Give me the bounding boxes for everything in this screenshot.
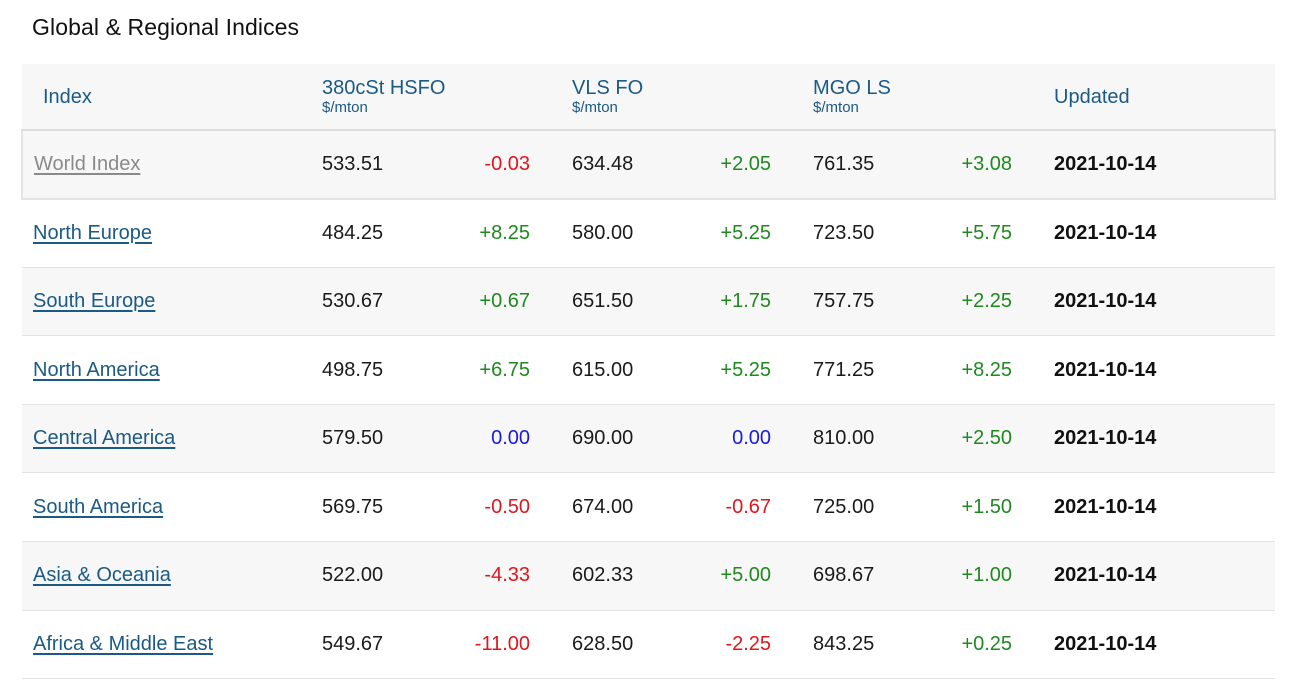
vls-change: +2.05: [720, 152, 772, 175]
table-row: Central America 579.50 0.00 690.00 0.00 810.0…: [22, 404, 1276, 473]
mgo-price: 725.00: [813, 495, 875, 518]
header-hsfo: 380cSt HSFO $/mton: [322, 64, 573, 131]
header-vls: VLS FO $/mton: [572, 64, 814, 131]
updated-date: 2021-10-14: [1054, 564, 1157, 587]
header-mgo-unit: $/mton: [813, 99, 859, 116]
index-cell: North Europe: [22, 199, 322, 268]
vls-change: -2.25: [725, 632, 772, 655]
updated-date: 2021-10-14: [1054, 152, 1157, 175]
vls-change: +5.00: [720, 564, 772, 587]
updated-date: 2021-10-14: [1054, 495, 1157, 518]
updated-date: 2021-10-14: [1054, 221, 1157, 244]
vls-price: 580.00: [572, 221, 634, 244]
hsfo-change: -0.50: [484, 495, 531, 518]
header-updated: Updated: [1054, 64, 1276, 131]
mgo-change: +3.08: [961, 152, 1013, 175]
mgo-price: 698.67: [813, 564, 875, 587]
table-header-row: Index 380cSt HSFO $/mton VLS FO $/mton M…: [22, 64, 1276, 131]
vls-price: 628.50: [572, 632, 634, 655]
mgo-change: +2.50: [961, 427, 1013, 450]
hsfo-price: 498.75: [322, 358, 384, 381]
header-vls-unit: $/mton: [572, 99, 618, 116]
vls-change: +5.25: [720, 221, 772, 244]
header-mgo-label: MGO LS: [813, 77, 891, 99]
table-row: Asia & Oceania 522.00 -4.33 602.33 +5.00 698.…: [22, 541, 1276, 611]
index-cell: World Index: [22, 130, 322, 199]
table-row: South Europe 530.67 +0.67 651.50 +1.75 757.75…: [22, 267, 1276, 336]
hsfo-change: -0.03: [484, 152, 531, 175]
table-row: World Index 533.51 -0.03 634.48 +2.05 761.35 +…: [22, 130, 1276, 199]
hsfo-change: +8.25: [479, 221, 531, 244]
mgo-price: 757.75: [813, 289, 875, 312]
hsfo-price: 530.67: [322, 289, 384, 312]
index-cell: Asia & Oceania: [22, 542, 322, 611]
mgo-price: 771.25: [813, 358, 875, 381]
updated-date: 2021-10-14: [1054, 358, 1157, 381]
hsfo-price: 579.50: [322, 427, 384, 450]
index-cell: Africa & Middle East: [22, 610, 322, 679]
region-link[interactable]: Central America: [33, 427, 176, 450]
vls-price: 634.48: [572, 152, 634, 175]
mgo-price: 810.00: [813, 427, 875, 450]
hsfo-price: 533.51: [322, 152, 384, 175]
vls-price: 602.33: [572, 564, 634, 587]
vls-change: 0.00: [732, 427, 772, 450]
region-link[interactable]: North Europe: [33, 221, 152, 244]
mgo-change: +0.25: [961, 632, 1013, 655]
region-link[interactable]: World Index: [34, 152, 141, 175]
hsfo-change: 0.00: [491, 427, 531, 450]
region-link[interactable]: Asia & Oceania: [33, 564, 171, 587]
updated-date: 2021-10-14: [1054, 632, 1157, 655]
table-row: North America 498.75 +6.75 615.00 +5.25 771.2…: [22, 335, 1276, 405]
table-row: North Europe 484.25 +8.25 580.00 +5.25 723.50…: [22, 198, 1276, 268]
vls-change: +5.25: [720, 358, 772, 381]
vls-price: 615.00: [572, 358, 634, 381]
mgo-change: +1.00: [961, 564, 1013, 587]
table-row: Africa & Middle East 549.67 -11.00 628.50 -2…: [22, 610, 1276, 679]
index-cell: North America: [22, 336, 322, 405]
hsfo-price: 549.67: [322, 632, 384, 655]
mgo-change: +8.25: [961, 358, 1013, 381]
table-row: South America 569.75 -0.50 674.00 -0.67 725.0…: [22, 472, 1276, 542]
index-cell: Central America: [22, 404, 322, 473]
updated-date: 2021-10-14: [1054, 289, 1157, 312]
hsfo-price: 484.25: [322, 221, 384, 244]
region-link[interactable]: North America: [33, 358, 160, 381]
index-cell: South America: [22, 473, 322, 542]
hsfo-price: 569.75: [322, 495, 384, 518]
vls-price: 651.50: [572, 289, 634, 312]
mgo-change: +2.25: [961, 289, 1013, 312]
hsfo-change: +6.75: [479, 358, 531, 381]
header-hsfo-label: 380cSt HSFO: [322, 77, 446, 99]
vls-change: +1.75: [720, 289, 772, 312]
header-hsfo-unit: $/mton: [322, 99, 368, 116]
hsfo-change: -4.33: [484, 564, 531, 587]
region-link[interactable]: South America: [33, 495, 164, 518]
region-link[interactable]: Africa & Middle East: [33, 632, 214, 655]
region-link[interactable]: South Europe: [33, 289, 156, 312]
index-cell: South Europe: [22, 267, 322, 336]
hsfo-change: +0.67: [479, 289, 531, 312]
mgo-price: 761.35: [813, 152, 875, 175]
updated-date: 2021-10-14: [1054, 427, 1157, 450]
page-title: Global & Regional Indices: [32, 14, 300, 40]
header-index: Index: [22, 64, 322, 131]
header-vls-label: VLS FO: [572, 77, 644, 99]
mgo-price: 723.50: [813, 221, 875, 244]
mgo-price: 843.25: [813, 632, 875, 655]
mgo-change: +5.75: [961, 221, 1013, 244]
hsfo-change: -11.00: [474, 632, 531, 655]
vls-price: 674.00: [572, 495, 634, 518]
header-mgo: MGO LS $/mton: [813, 64, 1055, 131]
vls-price: 690.00: [572, 427, 634, 450]
hsfo-price: 522.00: [322, 564, 384, 587]
mgo-change: +1.50: [961, 495, 1013, 518]
vls-change: -0.67: [725, 495, 772, 518]
indices-table: Index 380cSt HSFO $/mton VLS FO $/mton M…: [21, 64, 1276, 679]
